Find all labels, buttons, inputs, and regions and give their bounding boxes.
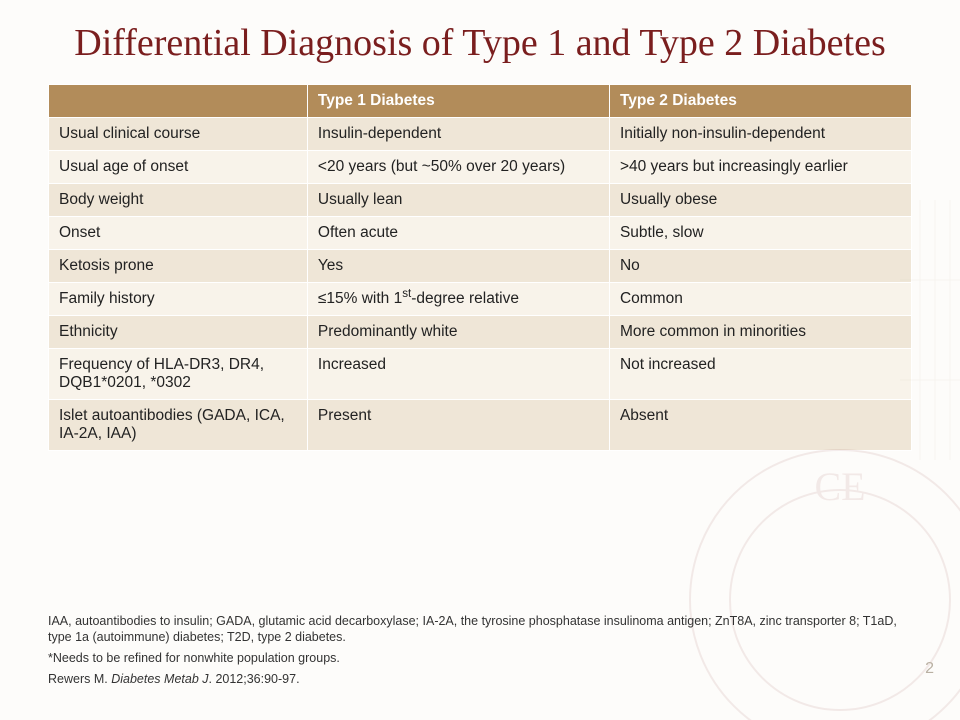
col-header-blank — [49, 84, 308, 117]
row-label: Family history — [49, 282, 308, 315]
table-row: Family history≤15% with 1st-degree relat… — [49, 282, 912, 315]
table-row: Usual clinical courseInsulin-dependentIn… — [49, 117, 912, 150]
comparison-table-wrap: Type 1 Diabetes Type 2 Diabetes Usual cl… — [48, 84, 912, 451]
row-cell: Increased — [307, 348, 609, 399]
ref-journal: Diabetes Metab J — [111, 672, 208, 686]
table-row: EthnicityPredominantly whiteMore common … — [49, 315, 912, 348]
comparison-table: Type 1 Diabetes Type 2 Diabetes Usual cl… — [48, 84, 912, 451]
page-number: 2 — [925, 660, 934, 678]
svg-text:CE: CE — [814, 464, 865, 509]
row-cell: Absent — [609, 399, 911, 450]
row-cell: Present — [307, 399, 609, 450]
row-cell: Initially non-insulin-dependent — [609, 117, 911, 150]
footnote-abbrev: IAA, autoantibodies to insulin; GADA, gl… — [48, 613, 912, 647]
row-label: Onset — [49, 216, 308, 249]
row-cell: Yes — [307, 249, 609, 282]
col-header-type2: Type 2 Diabetes — [609, 84, 911, 117]
row-label: Body weight — [49, 183, 308, 216]
row-cell: Usually lean — [307, 183, 609, 216]
col-header-type1: Type 1 Diabetes — [307, 84, 609, 117]
slide-title: Differential Diagnosis of Type 1 and Typ… — [0, 0, 960, 74]
table-row: Ketosis proneYesNo — [49, 249, 912, 282]
row-cell: Predominantly white — [307, 315, 609, 348]
row-label: Islet autoantibodies (GADA, ICA, IA-2A, … — [49, 399, 308, 450]
row-label: Usual age of onset — [49, 150, 308, 183]
row-cell: Not increased — [609, 348, 911, 399]
row-cell: ≤15% with 1st-degree relative — [307, 282, 609, 315]
table-row: Islet autoantibodies (GADA, ICA, IA-2A, … — [49, 399, 912, 450]
row-cell: Often acute — [307, 216, 609, 249]
table-row: OnsetOften acuteSubtle, slow — [49, 216, 912, 249]
row-cell: No — [609, 249, 911, 282]
row-label: Ethnicity — [49, 315, 308, 348]
row-cell: Usually obese — [609, 183, 911, 216]
table-header: Type 1 Diabetes Type 2 Diabetes — [49, 84, 912, 117]
row-cell: Common — [609, 282, 911, 315]
row-label: Usual clinical course — [49, 117, 308, 150]
footnote-note: *Needs to be refined for nonwhite popula… — [48, 650, 912, 667]
footnote-reference: Rewers M. Diabetes Metab J. 2012;36:90-9… — [48, 671, 912, 688]
row-cell: More common in minorities — [609, 315, 911, 348]
row-label: Ketosis prone — [49, 249, 308, 282]
slide: CE Differential Diagnosis of Type 1 and … — [0, 0, 960, 720]
ref-author: Rewers M. — [48, 672, 108, 686]
row-label: Frequency of HLA-DR3, DR4, DQB1*0201, *0… — [49, 348, 308, 399]
table-row: Frequency of HLA-DR3, DR4, DQB1*0201, *0… — [49, 348, 912, 399]
footnotes: IAA, autoantibodies to insulin; GADA, gl… — [48, 609, 912, 693]
row-cell: Insulin-dependent — [307, 117, 609, 150]
ref-rest: . 2012;36:90-97. — [209, 672, 300, 686]
table-row: Usual age of onset<20 years (but ~50% ov… — [49, 150, 912, 183]
row-cell: <20 years (but ~50% over 20 years) — [307, 150, 609, 183]
table-body: Usual clinical courseInsulin-dependentIn… — [49, 117, 912, 450]
row-cell: Subtle, slow — [609, 216, 911, 249]
table-row: Body weightUsually leanUsually obese — [49, 183, 912, 216]
row-cell: >40 years but increasingly earlier — [609, 150, 911, 183]
